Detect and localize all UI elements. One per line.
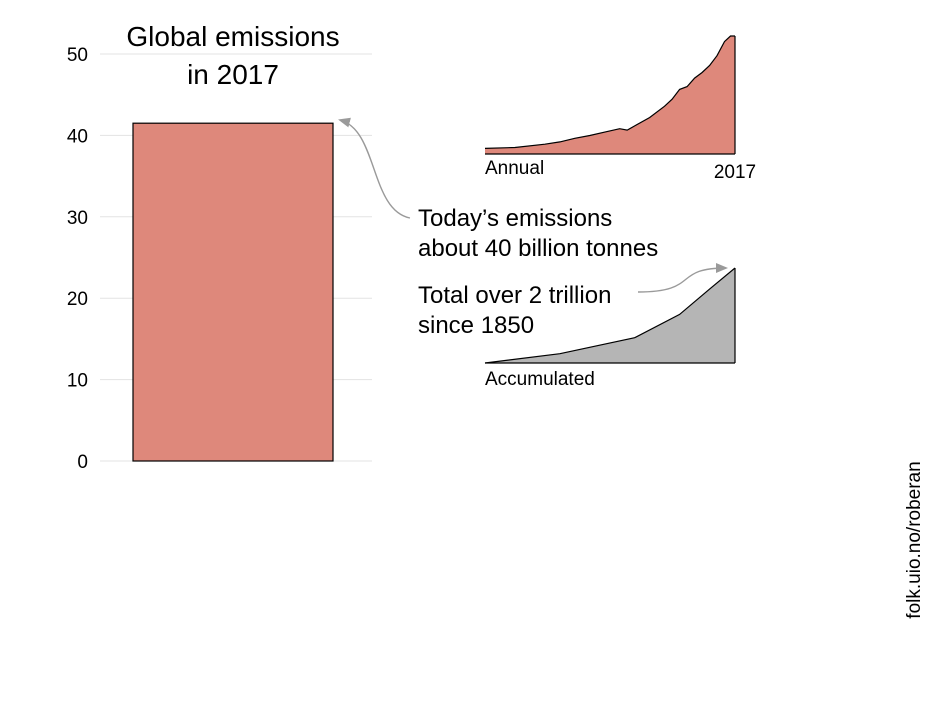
y-axis-ticks: 0 10 20 30 40 50 [67,45,88,473]
chart-title-line-1: Global emissions [126,21,339,52]
annotation-total-line-1: Total over 2 trillion [418,282,611,309]
y-tick-label: 50 [67,45,88,66]
annual-area-line [484,35,735,149]
accumulated-area-chart [484,267,736,364]
annual-area-fill [485,36,735,154]
y-tick-label: 40 [67,126,88,147]
annotation-today-line-2: about 40 billion tonnes [418,235,658,262]
y-tick-label: 10 [67,371,88,392]
y-tick-label: 0 [77,452,88,473]
credit-text: folk.uio.no/roberan [904,461,925,618]
accumulated-label: Accumulated [485,369,595,390]
annotation-today-line-1: Today’s emissions [418,205,612,232]
annotation-total-line-2: since 1850 [418,312,534,339]
accumulated-annotation-arrow [637,263,728,293]
accumulated-area-line [484,267,736,364]
y-tick-label: 30 [67,208,88,229]
bar-annotation-arrow [338,117,411,219]
annual-label: Annual [485,158,544,179]
bar-layer [132,122,334,462]
y-tick-label: 20 [67,289,88,310]
annual-end-year-label: 2017 [714,162,756,183]
bar-2017 [132,122,334,462]
annual-area-chart [484,35,736,155]
accumulated-area-fill [485,268,735,363]
chart-title-line-2: in 2017 [187,59,279,90]
